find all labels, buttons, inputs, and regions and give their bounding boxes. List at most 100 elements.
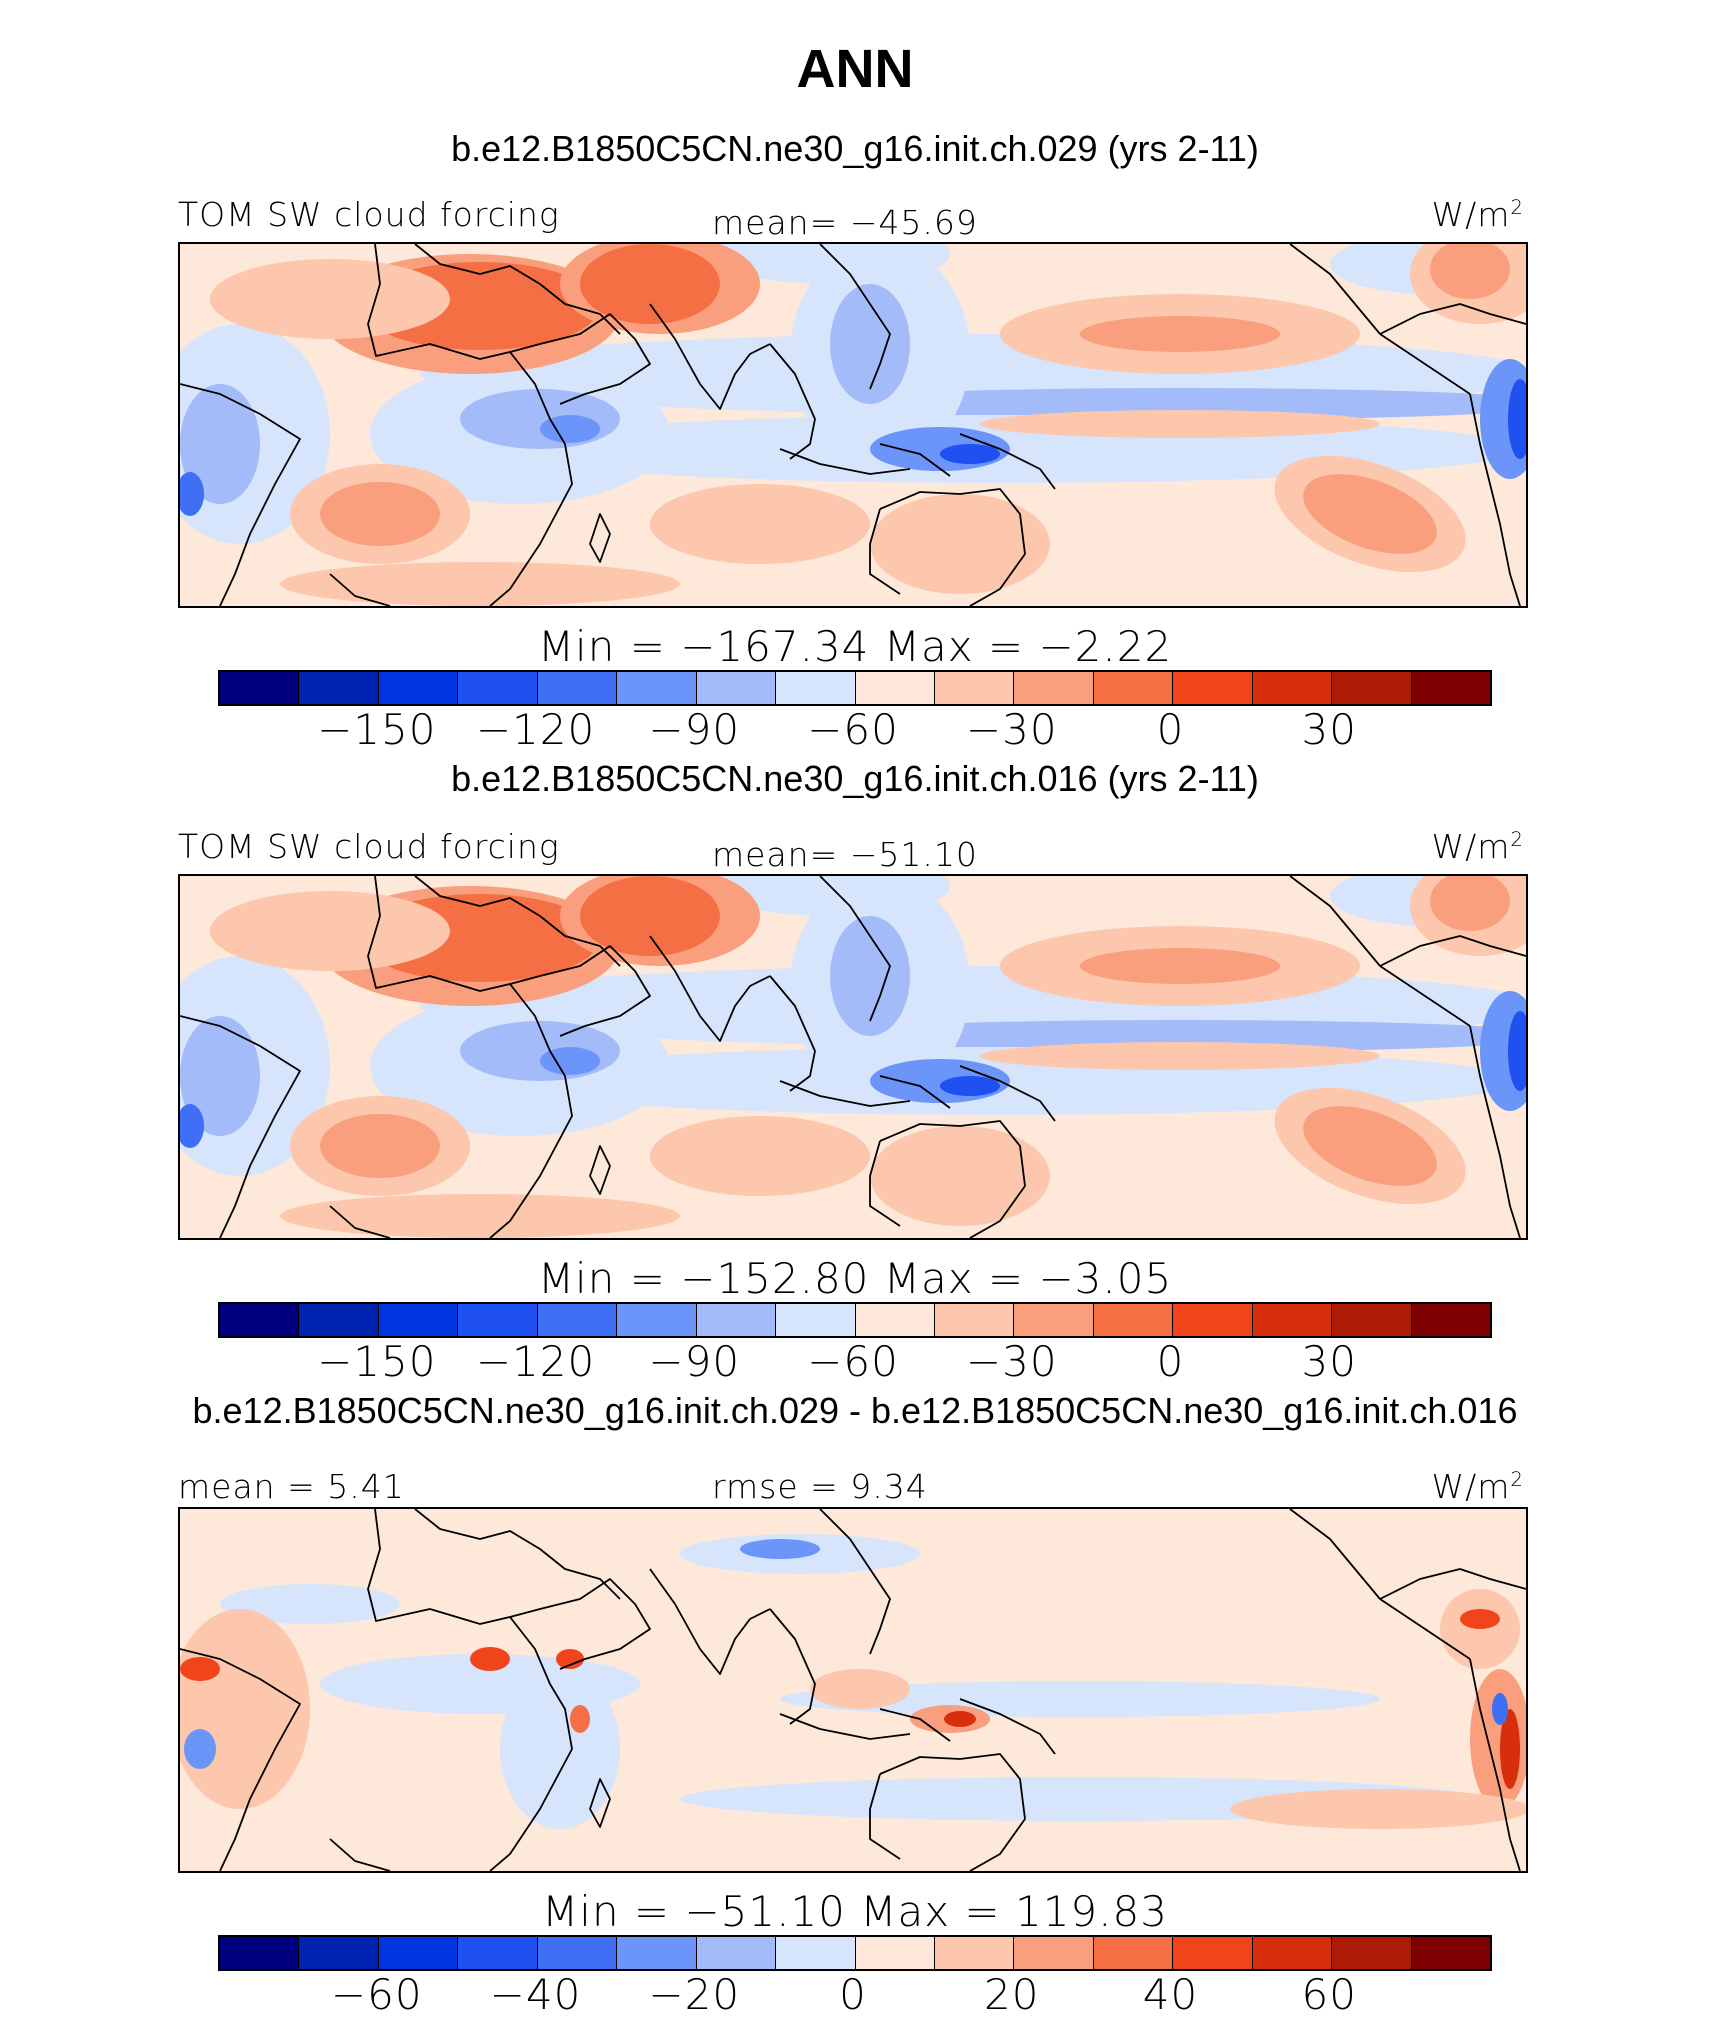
colorbar-swatch [855, 1937, 935, 1969]
colorbar-swatch [378, 1937, 459, 1969]
colorbar-swatch [299, 672, 379, 704]
colorbar-swatch [696, 1937, 777, 1969]
colorbar-swatch [855, 1304, 935, 1336]
panel-3-units: W/m2 [1224, 1467, 1524, 1506]
colorbar-swatch [1411, 1304, 1490, 1336]
panel-3-colorbar-tick: −60 [330, 1970, 423, 2019]
panel-1-map [178, 242, 1528, 608]
units-superscript: 2 [1510, 1468, 1524, 1491]
panel-1-colorbar-tick: −30 [965, 705, 1058, 754]
panel-1-minmax: Min = −167.34 Max = −2.22 [537, 622, 1173, 671]
panel-2-colorbar-tick: −30 [965, 1337, 1058, 1386]
colorbar-swatch [1332, 672, 1412, 704]
figure-title: ANN [796, 39, 914, 99]
panel-2-colorbar-tick: −90 [648, 1337, 741, 1386]
colorbar-swatch [1332, 1304, 1412, 1336]
colorbar-swatch [1332, 1937, 1412, 1969]
colorbar-swatch [220, 1937, 300, 1969]
panel-3-map [178, 1507, 1528, 1873]
colorbar-swatch [617, 1937, 697, 1969]
panel-3-colorbar-tick: −40 [489, 1970, 582, 2019]
panel-1-colorbar-tick: 30 [1301, 705, 1357, 754]
colorbar-swatch [1173, 1304, 1253, 1336]
panel-3-label-mid: rmse = 9.34 [712, 1467, 928, 1506]
units-text: W/m [1431, 1467, 1511, 1506]
colorbar-swatch [617, 672, 697, 704]
colorbar-swatch [537, 1304, 618, 1336]
panel-3-contour-field [180, 1509, 1526, 1871]
colorbar-swatch [1173, 1937, 1253, 1969]
panel-3-colorbar-tick: −20 [648, 1970, 741, 2019]
panel-2-minmax: Min = −152.80 Max = −3.05 [537, 1254, 1173, 1303]
panel-2-map [178, 874, 1528, 1240]
colorbar-swatch [1014, 1304, 1094, 1336]
colorbar-swatch [934, 1304, 1015, 1336]
panel-1-label-mid: mean= −45.69 [712, 203, 978, 242]
colorbar-swatch [1014, 1937, 1094, 1969]
colorbar-swatch [1252, 1304, 1333, 1336]
colorbar-swatch [1252, 1937, 1333, 1969]
units-superscript: 2 [1510, 196, 1524, 219]
colorbar-swatch [934, 1937, 1015, 1969]
colorbar-swatch [378, 1304, 459, 1336]
colorbar-swatch [776, 1937, 856, 1969]
colorbar-swatch [1411, 1937, 1490, 1969]
colorbar-swatch [1252, 672, 1333, 704]
panel-2-label-left: TOM SW cloud forcing [178, 827, 560, 866]
panel-1-contour-field [180, 244, 1526, 606]
panel-1-colorbar-tick: −90 [648, 705, 741, 754]
panel-3-colorbar-tick: 40 [1142, 1970, 1199, 2019]
colorbar-swatch [378, 672, 459, 704]
panel-3-colorbar-tick: 60 [1301, 1970, 1357, 2019]
colorbar-swatch [458, 1304, 538, 1336]
colorbar-swatch [1093, 1304, 1174, 1336]
units-text: W/m [1431, 195, 1511, 234]
panel-3-colorbar-tick: 20 [984, 1970, 1040, 2019]
panel-3-minmax: Min = −51.10 Max = 119.83 [542, 1887, 1168, 1936]
colorbar-swatch [299, 1304, 379, 1336]
panel-3-colorbar [218, 1935, 1492, 1971]
colorbar-swatch [220, 1304, 300, 1336]
panel-1-label-left: TOM SW cloud forcing [178, 195, 560, 234]
panel-2-units: W/m2 [1224, 827, 1524, 866]
colorbar-swatch [1093, 672, 1174, 704]
colorbar-swatch [934, 672, 1015, 704]
colorbar-swatch [617, 1304, 697, 1336]
panel-3-colorbar-tick: 0 [839, 1970, 867, 2019]
colorbar-swatch [220, 672, 300, 704]
colorbar-swatch [1173, 672, 1253, 704]
panel-1-run-title: b.e12.B1850C5CN.ne30_g16.init.ch.029 (yr… [451, 128, 1259, 169]
panel-2-colorbar [218, 1302, 1492, 1338]
panel-2-contour-field [180, 876, 1526, 1238]
units-text: W/m [1431, 827, 1511, 866]
colorbar-swatch [1093, 1937, 1174, 1969]
colorbar-swatch [537, 1937, 618, 1969]
colorbar-swatch [776, 672, 856, 704]
colorbar-swatch [855, 672, 935, 704]
colorbar-swatch [458, 1937, 538, 1969]
colorbar-swatch [776, 1304, 856, 1336]
panel-1-units: W/m2 [1224, 195, 1524, 234]
panel-2-colorbar-tick: 0 [1156, 1337, 1185, 1386]
panel-1-colorbar-tick: −120 [475, 705, 596, 754]
colorbar-swatch [458, 672, 538, 704]
panel-2-colorbar-tick: 30 [1301, 1337, 1357, 1386]
panel-2-colorbar-tick: −120 [475, 1337, 596, 1386]
units-superscript: 2 [1510, 828, 1524, 851]
colorbar-swatch [696, 672, 777, 704]
panel-2-colorbar-tick: −150 [317, 1337, 437, 1386]
panel-3-run-title: b.e12.B1850C5CN.ne30_g16.init.ch.029 - b… [192, 1390, 1518, 1431]
panel-1-colorbar [218, 670, 1492, 706]
panel-1-colorbar-tick: 0 [1156, 705, 1185, 754]
panel-2-run-title: b.e12.B1850C5CN.ne30_g16.init.ch.016 (yr… [451, 758, 1259, 799]
colorbar-swatch [299, 1937, 379, 1969]
panel-3-label-left: mean = 5.41 [178, 1467, 405, 1506]
panel-2-colorbar-tick: −60 [807, 1337, 899, 1386]
colorbar-swatch [696, 1304, 777, 1336]
colorbar-swatch [1014, 672, 1094, 704]
colorbar-swatch [537, 672, 618, 704]
panel-1-colorbar-tick: −60 [807, 705, 899, 754]
colorbar-swatch [1411, 672, 1490, 704]
panel-2-label-mid: mean= −51.10 [712, 835, 978, 874]
panel-1-colorbar-tick: −150 [317, 705, 437, 754]
